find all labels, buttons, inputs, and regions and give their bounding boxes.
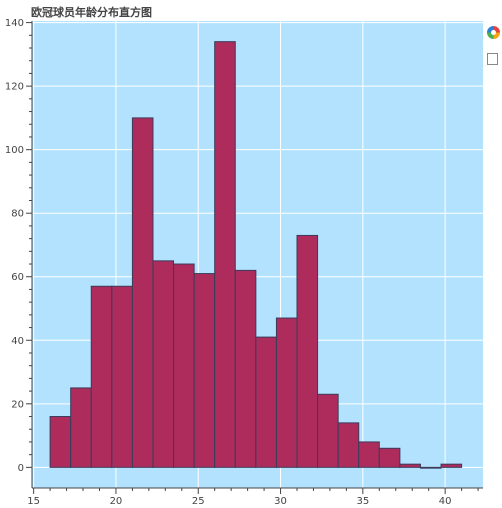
histogram-bar xyxy=(234,269,257,468)
y-tick-label: 40 xyxy=(11,336,24,347)
histogram-bar xyxy=(152,260,175,468)
y-tick-label: 100 xyxy=(5,145,24,156)
y-tick-label: 140 xyxy=(5,18,24,29)
histogram-bar xyxy=(173,263,195,468)
histogram-bar xyxy=(255,336,277,468)
histogram-bar xyxy=(419,466,442,469)
chart-title: 欧冠球员年龄分布直方图 xyxy=(31,5,152,19)
histogram-bar xyxy=(275,317,298,468)
histogram-bar xyxy=(49,416,72,468)
toggle-tool-icon[interactable] xyxy=(487,53,498,65)
x-tick-label: 20 xyxy=(110,496,123,507)
bokeh-logo-icon[interactable] xyxy=(487,26,500,39)
x-tick-label: 15 xyxy=(27,496,40,507)
histogram-bar xyxy=(378,447,401,468)
histogram-bar xyxy=(337,422,360,468)
histogram-bar xyxy=(399,463,421,468)
x-tick-label: 40 xyxy=(439,496,452,507)
toolbar xyxy=(487,26,501,65)
x-tick-label: 35 xyxy=(356,496,369,507)
histogram-bar xyxy=(70,387,92,468)
y-tick-label: 80 xyxy=(11,209,24,220)
y-tick-label: 60 xyxy=(11,272,24,283)
histogram-bar xyxy=(131,117,154,468)
bars xyxy=(49,41,463,469)
x-tick-label: 25 xyxy=(192,496,205,507)
y-tick-label: 20 xyxy=(11,399,24,410)
histogram-bar xyxy=(358,441,380,468)
histogram-bar xyxy=(90,285,113,468)
histogram-bar xyxy=(111,285,133,468)
axes: 0 20 40 60 80 100 120 140 15 20 25 30 35 40 xyxy=(5,18,483,507)
histogram-bar xyxy=(296,234,319,468)
histogram-bar xyxy=(440,463,463,468)
x-tick-label: 30 xyxy=(274,496,287,507)
y-tick-label: 0 xyxy=(18,463,24,474)
histogram-bar xyxy=(317,393,339,468)
histogram-bar xyxy=(193,273,216,468)
y-tick-label: 120 xyxy=(5,82,24,93)
histogram-bar xyxy=(214,41,236,468)
